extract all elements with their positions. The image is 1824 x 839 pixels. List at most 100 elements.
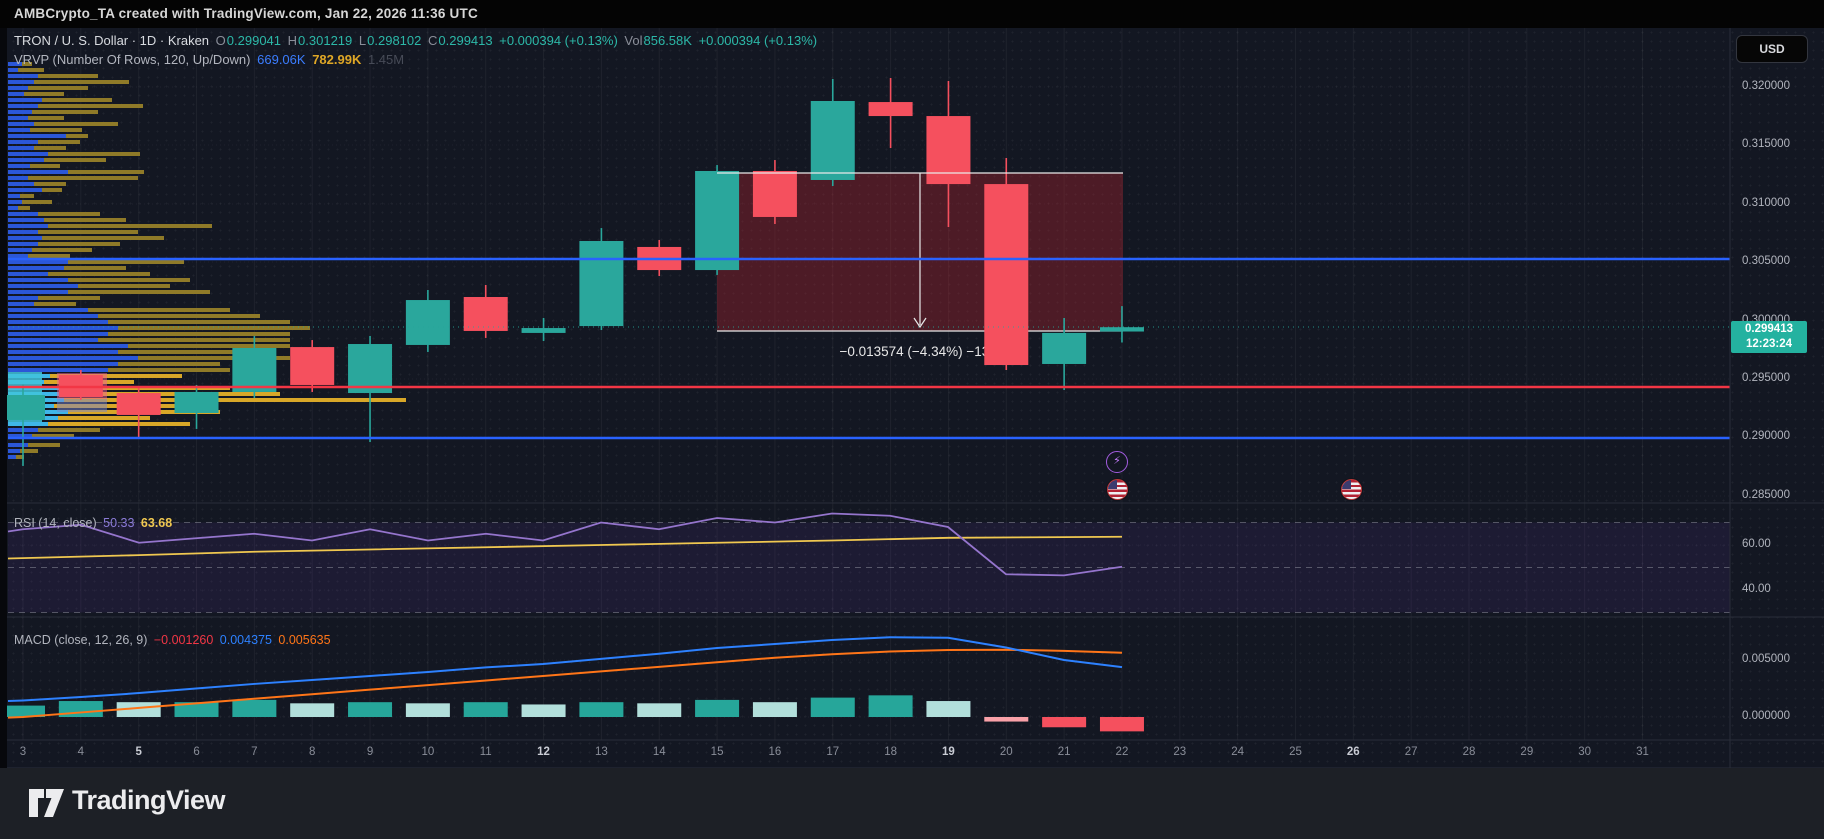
vrvp-down-bar bbox=[68, 260, 184, 264]
vrvp-down-bar bbox=[28, 443, 60, 447]
currency-toggle-button[interactable]: USD bbox=[1736, 35, 1808, 63]
price-tick-label: 0.315000 bbox=[1742, 138, 1790, 150]
price-tick-label: 0.320000 bbox=[1742, 80, 1790, 92]
vrvp-legend-row[interactable]: VRVP (Number Of Rows, 120, Up/Down) 669.… bbox=[14, 52, 407, 67]
time-tick-label: 26 bbox=[1346, 746, 1360, 758]
vrvp-up-bar bbox=[8, 188, 42, 192]
sparkle-event-icon[interactable]: ⚡ bbox=[1106, 451, 1128, 473]
price-tick-label: 0.290000 bbox=[1742, 430, 1790, 442]
vrvp-down-bar bbox=[78, 284, 170, 288]
rsi-band-fill bbox=[8, 522, 1730, 613]
vrvp-down-bar bbox=[38, 140, 80, 144]
macd-histogram-bar bbox=[348, 702, 393, 717]
vrvp-down-bar bbox=[28, 254, 70, 258]
vrvp-up-bar bbox=[8, 200, 22, 204]
vrvp-up-bar bbox=[8, 176, 28, 180]
us-flag-event-icon[interactable] bbox=[1341, 479, 1362, 500]
vrvp-up-bar bbox=[8, 296, 38, 300]
vrvp-down-bar bbox=[68, 170, 144, 174]
vrvp-down-bar bbox=[64, 398, 406, 402]
time-tick-label: 17 bbox=[826, 746, 840, 758]
candle-body bbox=[1099, 327, 1144, 332]
rsi-ma-line bbox=[7, 535, 1123, 560]
symbol-title[interactable]: TRON / U. S. Dollar · 1D · Kraken bbox=[14, 33, 210, 48]
attribution-bar: AMBCrypto_TA created with TradingView.co… bbox=[0, 0, 1824, 28]
macd-histogram-bar bbox=[926, 701, 971, 717]
vrvp-up-bar bbox=[8, 212, 38, 216]
vrvp-down-bar bbox=[38, 230, 138, 234]
vrvp-down-bar bbox=[42, 236, 164, 240]
macd-line-value: 0.004375 bbox=[219, 633, 272, 647]
vrvp-up-bar bbox=[8, 449, 20, 453]
vrvp-up-bar bbox=[8, 326, 118, 330]
vrvp-down-bar bbox=[98, 314, 260, 318]
rsi-line bbox=[7, 512, 1123, 577]
macd-histogram-bar bbox=[984, 717, 1029, 722]
vrvp-up-bar bbox=[8, 278, 68, 282]
vrvp-down-bar bbox=[38, 428, 100, 432]
vrvp-down-bar bbox=[20, 449, 38, 453]
candle-body bbox=[810, 101, 855, 180]
vrvp-up-bar bbox=[8, 158, 44, 162]
vrvp-up-bar bbox=[8, 320, 108, 324]
vrvp-label[interactable]: VRVP (Number Of Rows, 120, Up/Down) bbox=[14, 52, 251, 67]
macd-signal-value: 0.005635 bbox=[278, 633, 331, 647]
macd-histogram-bar bbox=[116, 702, 161, 717]
vrvp-down-bar bbox=[42, 188, 62, 192]
vrvp-up-bar bbox=[8, 206, 18, 210]
macd-histogram-bar bbox=[695, 699, 740, 717]
vrvp-down-bar bbox=[22, 200, 52, 204]
vrvp-down-bar bbox=[22, 62, 32, 66]
time-tick-label: 27 bbox=[1404, 746, 1418, 758]
vrvp-up-bar bbox=[8, 80, 34, 84]
time-tick-label: 7 bbox=[251, 746, 258, 758]
macd-label[interactable]: MACD (close, 12, 26, 9) bbox=[14, 633, 148, 647]
macd-signal-line bbox=[7, 648, 1123, 719]
vrvp-down-bar bbox=[30, 164, 60, 168]
macd-histogram-bar bbox=[752, 702, 797, 717]
vrvp-up-bar bbox=[8, 443, 28, 447]
time-tick-label: 10 bbox=[421, 746, 435, 758]
vrvp-down-bar bbox=[32, 434, 74, 438]
footer-bar: TradingView bbox=[0, 768, 1824, 839]
rsi-label[interactable]: RSI (14, close) bbox=[14, 516, 97, 530]
time-tick-label: 25 bbox=[1289, 746, 1302, 758]
vrvp-up-bar bbox=[8, 140, 38, 144]
vrvp-down-bar bbox=[28, 86, 88, 90]
time-tick-label: 20 bbox=[999, 746, 1013, 758]
vrvp-up-bar bbox=[8, 62, 22, 66]
macd-tick-label: 0.005000 bbox=[1742, 653, 1790, 665]
vrvp-down-bar bbox=[38, 104, 143, 108]
candle-body bbox=[926, 116, 971, 185]
macd-histogram-bar bbox=[1099, 717, 1144, 732]
vrvp-up-bar bbox=[8, 74, 38, 78]
candle-body bbox=[984, 184, 1029, 366]
vrvp-down-bar bbox=[44, 158, 106, 162]
rsi-legend-row[interactable]: RSI (14, close) 50.33 63.68 bbox=[14, 516, 175, 530]
candle-body bbox=[348, 344, 393, 394]
vrvp-up-bar bbox=[8, 344, 128, 348]
time-tick-label: 30 bbox=[1578, 746, 1592, 758]
macd-histogram-bar bbox=[637, 703, 682, 717]
rsi-ma-value: 63.68 bbox=[140, 516, 173, 530]
candle-body bbox=[752, 171, 797, 217]
close-value: 0.299413 bbox=[438, 33, 493, 48]
candle-body bbox=[290, 347, 335, 385]
volume-value: 856.58K bbox=[643, 33, 692, 48]
time-tick-label: 9 bbox=[366, 746, 374, 758]
vrvp-down-bar bbox=[66, 134, 88, 138]
price-tick-label: 0.285000 bbox=[1742, 489, 1790, 501]
vrvp-down-bar bbox=[68, 278, 190, 282]
macd-histogram-bar bbox=[290, 703, 335, 717]
time-tick-label: 28 bbox=[1462, 746, 1476, 758]
current-price-label: 0.299413 12:23:24 bbox=[1731, 321, 1807, 353]
vrvp-down-bar bbox=[34, 122, 118, 126]
macd-legend-row[interactable]: MACD (close, 12, 26, 9) −0.001260 0.0043… bbox=[14, 633, 334, 647]
symbol-legend-row[interactable]: TRON / U. S. Dollar · 1D · Kraken O0.299… bbox=[14, 33, 820, 48]
time-tick-label: 13 bbox=[594, 746, 608, 758]
us-flag-event-icon[interactable] bbox=[1107, 479, 1128, 500]
time-tick-label: 3 bbox=[19, 746, 27, 758]
vrvp-down-bar bbox=[34, 302, 76, 306]
